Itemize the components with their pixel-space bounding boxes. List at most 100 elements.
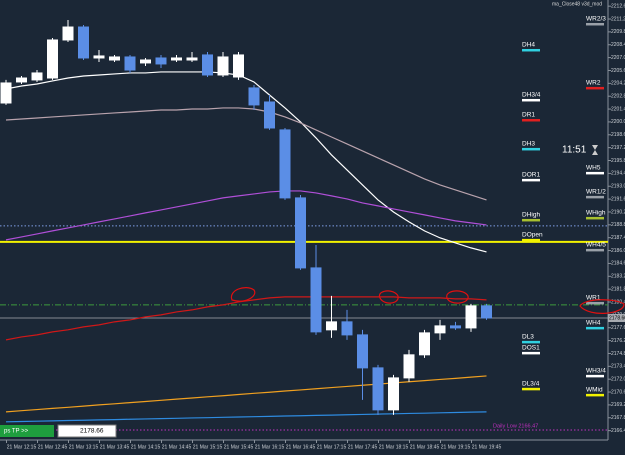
candle-body — [124, 56, 136, 71]
candle-body — [372, 367, 384, 411]
candle-body — [0, 82, 12, 104]
plot-layer: 2212.60 2211.20 2209.80 2208.40 2207.00 2205.… — [0, 3, 625, 450]
x-tick-label: 21 Mar 15:15 — [193, 444, 223, 450]
candle-body — [78, 26, 89, 59]
candle-body — [388, 377, 399, 411]
candle-body — [419, 332, 430, 356]
y-tick-label: 2205.60 — [611, 68, 625, 74]
level-label: WMid — [586, 387, 603, 394]
y-tick-label: 2181.80 — [611, 286, 625, 292]
level-label: WH4/5 — [586, 242, 606, 249]
y-tick-label: 2204.20 — [611, 81, 625, 87]
x-tick-label: 21 Mar 19:45 — [472, 444, 502, 450]
candle-body — [233, 54, 244, 78]
y-tick-label: 2211.20 — [611, 16, 625, 22]
y-tick-label: 2202.80 — [611, 94, 625, 100]
y-tick-label: 2187.40 — [611, 235, 625, 241]
y-tick-label: 2212.60 — [611, 3, 625, 9]
x-tick-label: 21 Mar 14:15 — [131, 444, 161, 450]
indicator-line — [5, 375, 487, 413]
candle-body — [155, 57, 167, 65]
candle-body — [31, 72, 43, 81]
x-tick-label: 21 Mar 12:15 — [7, 444, 37, 450]
level-marker — [586, 393, 604, 397]
level-marker — [586, 22, 604, 26]
tp-button-label[interactable]: ps TP >> — [4, 429, 29, 435]
level-marker — [522, 218, 540, 222]
level-label: WR1/2 — [586, 189, 606, 196]
price-input-value[interactable]: 2178.66 — [80, 428, 104, 435]
level-marker — [522, 387, 540, 391]
y-tick-label: 2183.20 — [611, 274, 625, 280]
candle-body — [202, 54, 213, 76]
x-tick-label: 21 Mar 17:45 — [348, 444, 378, 450]
level-line-label: Daily Low 2166.47 — [493, 423, 538, 429]
x-tick-label: 21 Mar 17:15 — [317, 444, 347, 450]
y-tick-label: 2176.20 — [611, 338, 625, 344]
hand-circle — [579, 299, 625, 314]
candle-body — [403, 354, 415, 379]
level-label: WH4 — [586, 320, 601, 327]
y-tick-label: 2194.40 — [611, 171, 625, 177]
level-marker — [586, 195, 604, 199]
level-marker — [586, 326, 604, 330]
y-tick-label: 2173.40 — [611, 364, 625, 370]
price-input[interactable] — [57, 424, 117, 438]
level-marker — [586, 216, 604, 220]
y-tick-label: 2201.40 — [611, 106, 625, 112]
candle-body — [248, 87, 260, 106]
y-tick-label: 2195.80 — [611, 158, 625, 164]
level-label: DOpen — [522, 232, 543, 239]
y-tick-label: 2169.20 — [611, 402, 625, 408]
hand-circle — [378, 290, 399, 304]
y-tick-label: 2167.80 — [611, 415, 625, 421]
candle-body — [264, 101, 275, 129]
indicator-line — [5, 107, 487, 201]
level-label: WH3/4 — [586, 368, 606, 375]
level-label: DH4 — [522, 42, 535, 49]
level-marker — [586, 374, 604, 378]
candle-body — [341, 321, 353, 336]
hand-circle — [446, 290, 469, 304]
y-tick-label: 2170.60 — [611, 389, 625, 395]
level-marker — [522, 147, 540, 151]
y-tick-label: 2174.80 — [611, 351, 625, 357]
candle-body — [140, 59, 151, 64]
indicator-line — [5, 411, 487, 423]
y-tick-label: 2207.00 — [611, 55, 625, 61]
candle-body — [217, 56, 229, 76]
candle-body — [326, 321, 337, 331]
x-tick-label: 21 Mar 13:45 — [100, 444, 130, 450]
annotations — [230, 287, 625, 314]
indicator-line — [5, 296, 487, 341]
level-label: DL3/4 — [522, 381, 540, 388]
x-tick-label: 21 Mar 18:15 — [379, 444, 409, 450]
level-label: WH5 — [586, 165, 601, 172]
level-marker — [522, 118, 540, 122]
level-label: DH3/4 — [522, 92, 541, 99]
candle-body — [109, 56, 120, 61]
x-tick-label: 21 Mar 15:45 — [224, 444, 254, 450]
level-label: WHigh — [586, 210, 606, 217]
y-tick-label: 2180.40 — [611, 299, 625, 305]
x-tick-label: 21 Mar 13:15 — [69, 444, 99, 450]
level-marker — [522, 238, 540, 242]
level-marker — [522, 340, 540, 344]
y-tick-label: 2209.80 — [611, 29, 625, 35]
indicator-line — [5, 71, 487, 253]
tp-button[interactable] — [0, 425, 54, 437]
level-label: DH3 — [522, 141, 535, 148]
x-tick-label: 21 Mar 14:45 — [162, 444, 192, 450]
level-marker — [586, 86, 604, 90]
level-label: DL3 — [522, 334, 534, 341]
x-tick-label: 21 Mar 16:45 — [286, 444, 316, 450]
candle-body — [47, 39, 58, 79]
level-marker — [522, 98, 540, 102]
level-label: WR2/3 — [586, 16, 606, 23]
candle-body — [62, 26, 74, 41]
y-tick-label: 2190.20 — [611, 209, 625, 215]
y-tick-label: 2197.20 — [611, 145, 625, 151]
